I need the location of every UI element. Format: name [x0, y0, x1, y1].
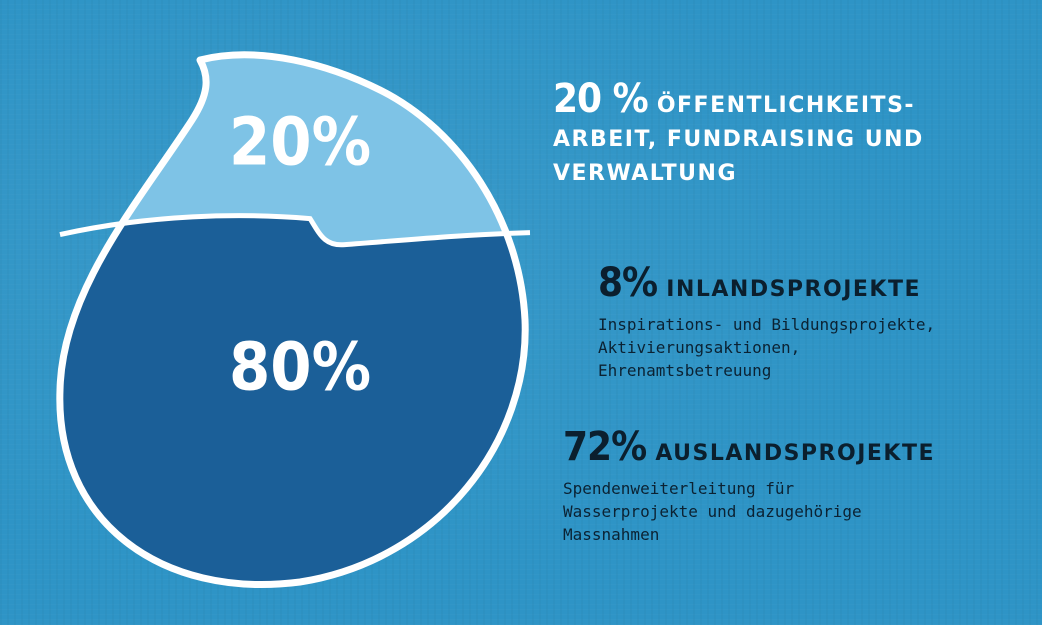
- legend-title-line1: ÖFFENTLICHKEITS-: [656, 93, 916, 118]
- chart-label-80: 80%: [229, 329, 371, 406]
- legend-title-ausland: AUSLANDSPROJEKTE: [655, 441, 935, 466]
- drop-divider: [59, 213, 531, 248]
- legend-title-line2: ARBEIT, FUNDRAISING UND: [553, 127, 924, 152]
- legend-item-inland: 8% INLANDSPROJEKTE Inspirations- und Bil…: [598, 263, 936, 382]
- legend-item-ausland: 72% AUSLANDSPROJEKTE Spendenweiterleitun…: [563, 427, 935, 546]
- legend-title-inland: INLANDSPROJEKTE: [666, 277, 921, 302]
- drop-outline: [56, 51, 529, 589]
- legend-pct-8: 8%: [598, 260, 658, 306]
- legend-title-line3: VERWALTUNG: [553, 161, 738, 186]
- chart-label-20: 20%: [229, 104, 371, 181]
- legend-pct-72: 72%: [563, 424, 647, 470]
- legend-item-verwaltung: 20 % ÖFFENTLICHKEITS- ARBEIT, FUNDRAISIN…: [553, 79, 924, 191]
- legend-pct-20: 20 %: [553, 76, 649, 122]
- legend-desc-ausland: Spendenweiterleitung für Wasserprojekte …: [563, 479, 862, 544]
- legend-desc-inland: Inspirations- und Bildungsprojekte, Akti…: [598, 315, 936, 380]
